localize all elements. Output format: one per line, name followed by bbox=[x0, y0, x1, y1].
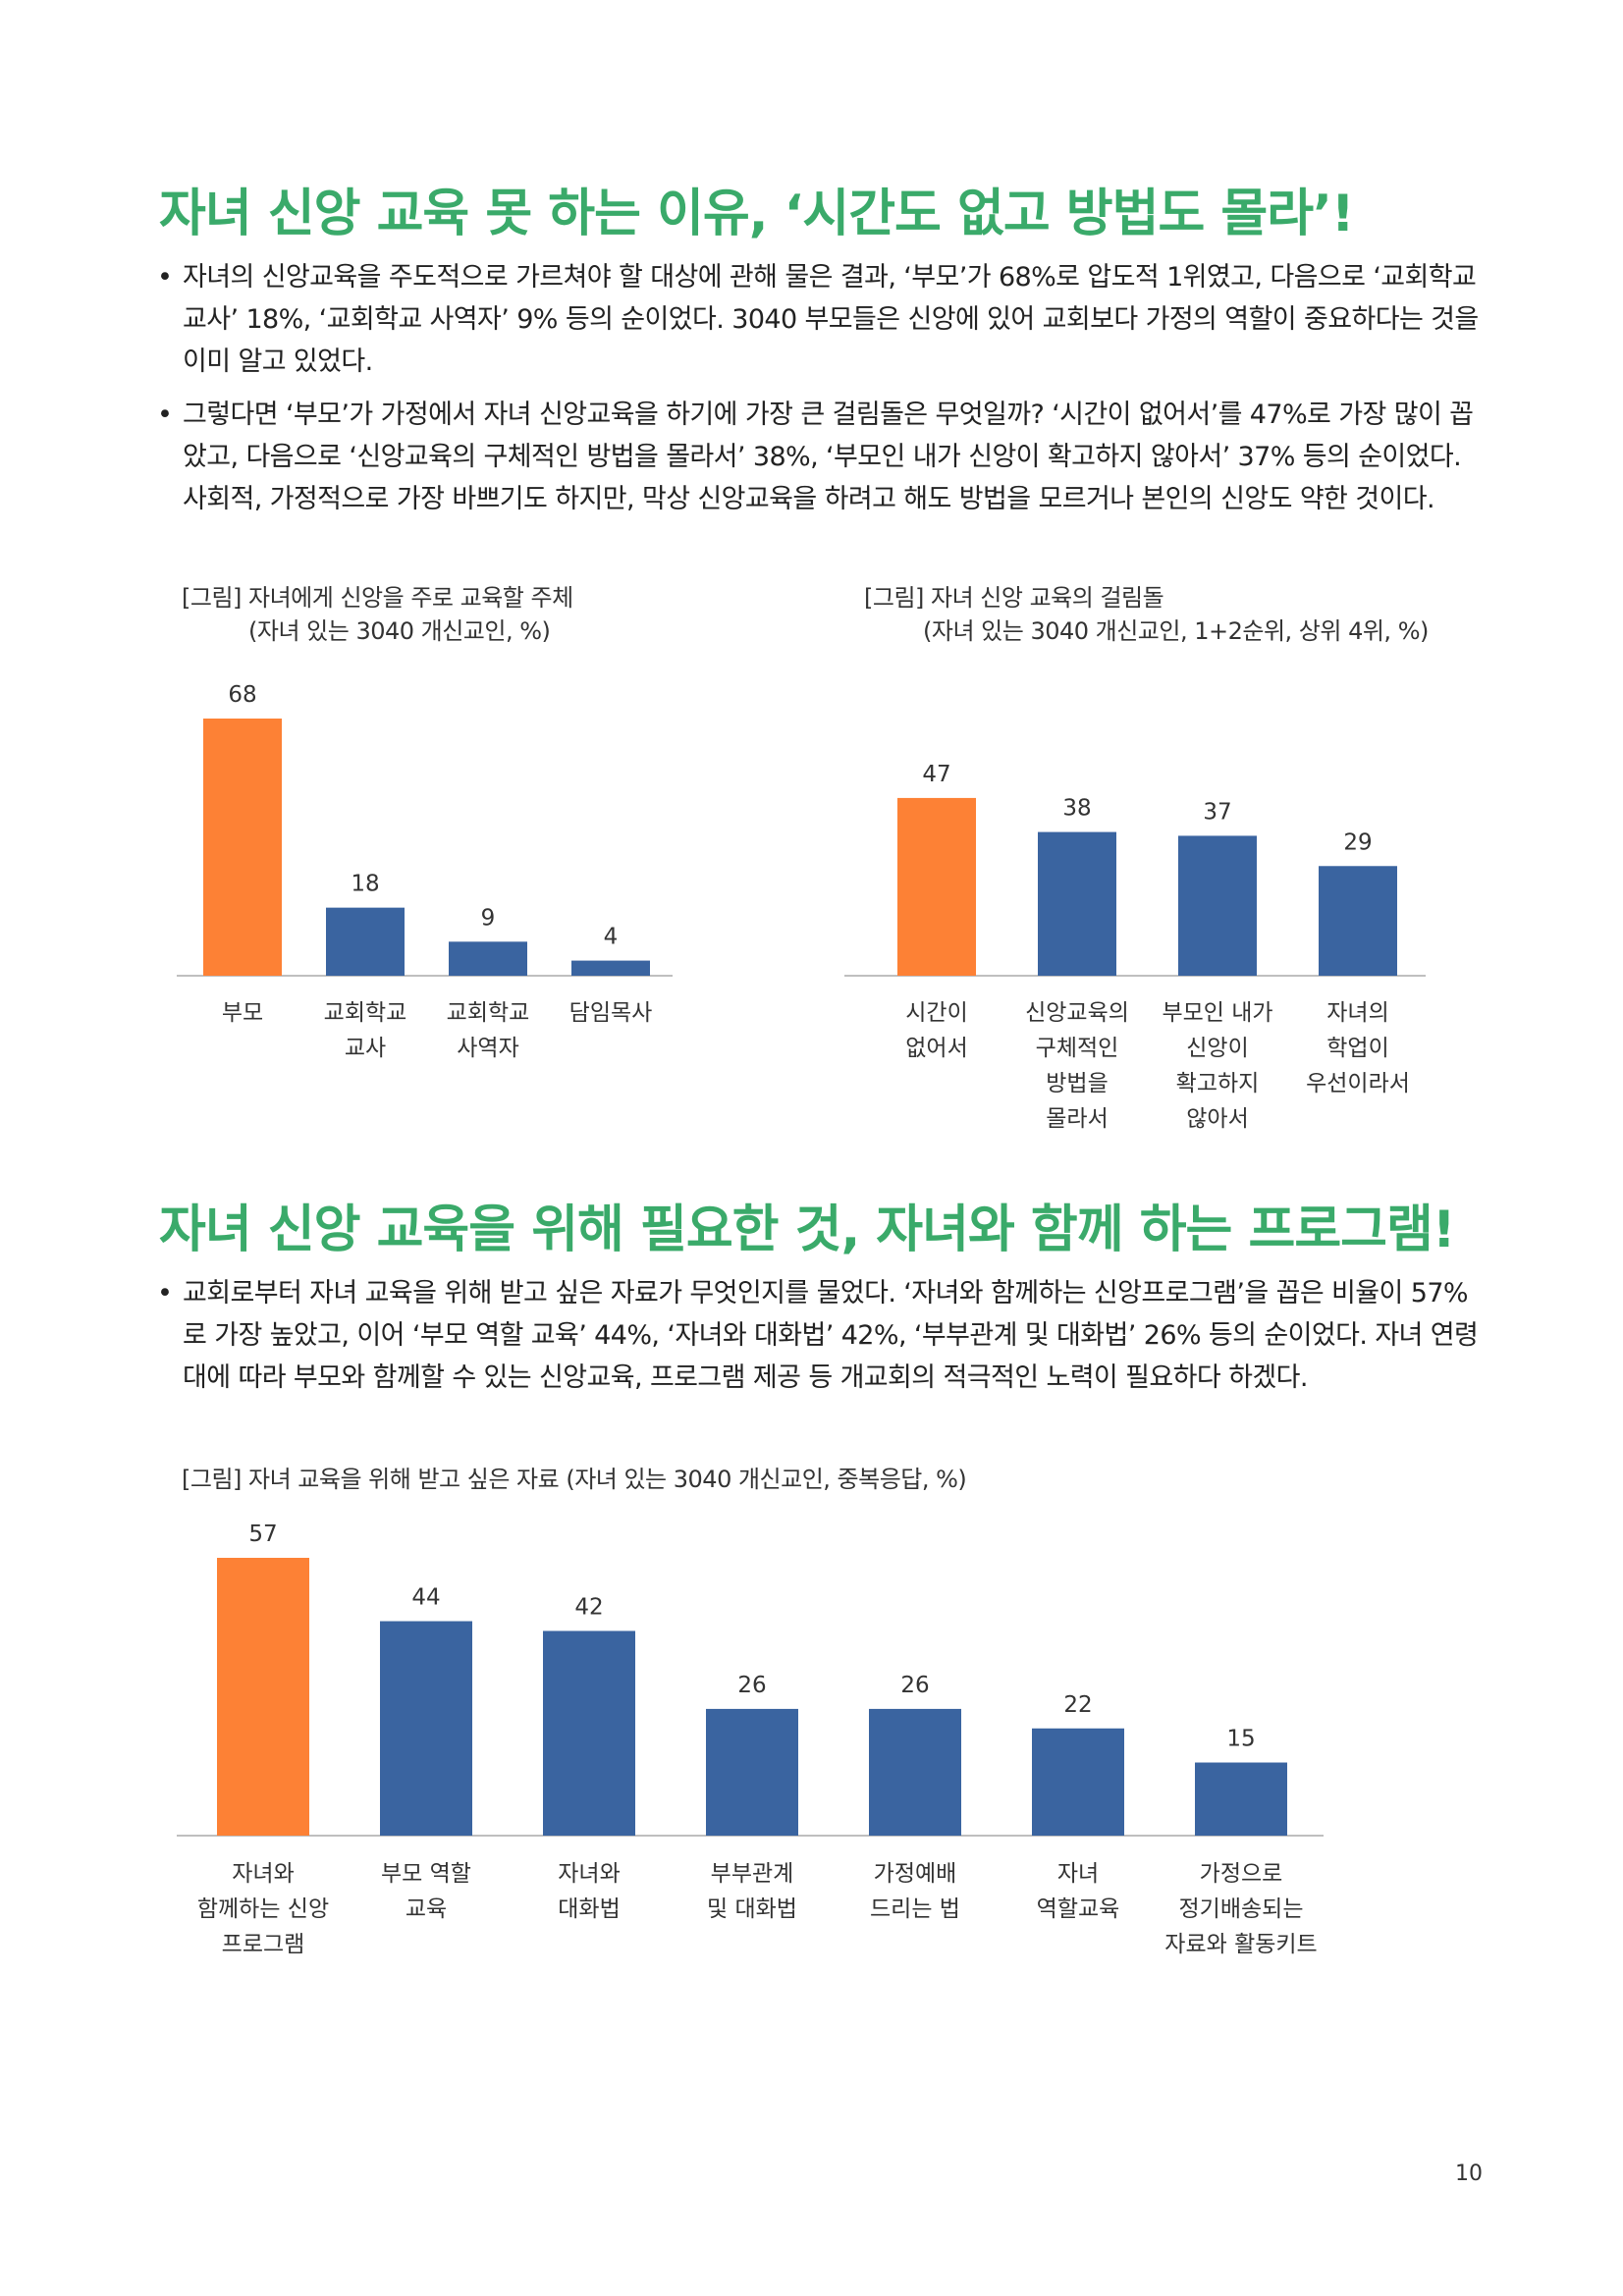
data-label: 9 bbox=[481, 905, 496, 931]
page-number: 10 bbox=[1455, 2162, 1483, 2186]
bar bbox=[1178, 835, 1257, 976]
chart3-title: [그림] 자녀 교육을 위해 받고 싶은 자료 (자녀 있는 3040 개신교인… bbox=[182, 1466, 967, 1493]
bar bbox=[326, 907, 405, 976]
category-label: 교회학교 교사 bbox=[324, 1000, 407, 1061]
data-label: 44 bbox=[411, 1585, 440, 1611]
bar bbox=[543, 1630, 635, 1836]
bar bbox=[1032, 1728, 1124, 1836]
section1-bullet-2: 그렇다면 ‘부모’가 가정에서 자녀 신앙교육을 하기에 가장 큰 걸림돌은 무… bbox=[157, 394, 1483, 520]
category-label: 가정예배 드리는 법 bbox=[870, 1861, 960, 1922]
chart1-caption: [그림] 자녀에게 신앙을 주로 교육할 주체 (자녀 있는 3040 개신교인… bbox=[182, 581, 573, 648]
chart2-subtitle: (자녀 있는 3040 개신교인, 1+2순위, 상위 4위, %) bbox=[923, 617, 1429, 645]
data-label: 15 bbox=[1226, 1727, 1255, 1752]
section2-heading: 자녀 신앙 교육을 위해 필요한 것, 자녀와 함께 하는 프로그램! bbox=[159, 1201, 1456, 1259]
bar bbox=[380, 1621, 472, 1836]
category-label: 자녀와 함께하는 신앙 프로그램 bbox=[197, 1861, 329, 1957]
category-label: 자녀와 대화법 bbox=[558, 1861, 620, 1922]
category-label: 신앙교육의 구체적인 방법을 몰라서 bbox=[1025, 1000, 1129, 1132]
bar bbox=[1038, 831, 1116, 976]
chart2-title: [그림] 자녀 신앙 교육의 걸림돌 bbox=[864, 584, 1164, 612]
data-label: 47 bbox=[922, 762, 950, 787]
section1-bullet-list: 자녀의 신앙교육을 주도적으로 가르쳐야 할 대상에 관해 물은 결과, ‘부모… bbox=[157, 256, 1483, 531]
data-label: 26 bbox=[900, 1673, 929, 1698]
section2-bullet-list: 교회로부터 자녀 교육을 위해 받고 싶은 자료가 무엇인지를 물었다. ‘자녀… bbox=[157, 1272, 1483, 1410]
section2-bullet-1: 교회로부터 자녀 교육을 위해 받고 싶은 자료가 무엇인지를 물었다. ‘자녀… bbox=[157, 1272, 1483, 1399]
data-label: 4 bbox=[604, 925, 619, 950]
bar bbox=[897, 797, 976, 976]
bar bbox=[1195, 1762, 1287, 1836]
chart1-title: [그림] 자녀에게 신앙을 주로 교육할 주체 bbox=[182, 584, 573, 612]
chart3-plot: 57 자녀와 함께하는 신앙 프로그램 44 부모 역할 교육 42 자녀와 대화법 26 부부관계 및… bbox=[177, 1522, 1324, 1957]
chart1-subtitle: (자녀 있는 3040 개신교인, %) bbox=[248, 617, 551, 645]
data-label: 57 bbox=[248, 1522, 277, 1547]
chart1-plot: 68 부모 18 교회학교 교사 9 교회학교 사역자 4 담임목사 bbox=[177, 682, 673, 1061]
data-label: 68 bbox=[228, 682, 256, 708]
category-label: 담임목사 bbox=[569, 1000, 653, 1026]
data-label: 42 bbox=[574, 1594, 603, 1620]
category-label: 시간이 없어서 bbox=[905, 1000, 967, 1061]
section1-heading: 자녀 신앙 교육 못 하는 이유, ‘시간도 없고 방법도 몰라’! bbox=[159, 185, 1355, 243]
data-label: 26 bbox=[737, 1673, 766, 1698]
data-label: 18 bbox=[351, 872, 379, 897]
bar bbox=[571, 960, 650, 976]
chart2-plot: 47 시간이 없어서 38 신앙교육의 구체적인 방법을 몰라서 37 부모인 내가 신앙이 확고하지… bbox=[844, 762, 1426, 1132]
category-label: 자녀의 학업이 우선이라서 bbox=[1306, 1000, 1410, 1096]
chart2-caption: [그림] 자녀 신앙 교육의 걸림돌 (자녀 있는 3040 개신교인, 1+2… bbox=[864, 581, 1429, 648]
bar bbox=[449, 941, 527, 976]
bar bbox=[203, 719, 282, 976]
category-label: 부모인 내가 신앙이 확고하지 않아서 bbox=[1162, 1000, 1272, 1132]
data-label: 29 bbox=[1343, 829, 1372, 855]
section1-bullet-1: 자녀의 신앙교육을 주도적으로 가르쳐야 할 대상에 관해 물은 결과, ‘부모… bbox=[157, 256, 1483, 383]
bar bbox=[869, 1708, 961, 1836]
category-label: 가정으로 정기배송되는 자료와 활동키트 bbox=[1164, 1861, 1317, 1957]
category-label: 부모 역할 교육 bbox=[381, 1861, 471, 1922]
data-label: 38 bbox=[1062, 796, 1091, 822]
bar bbox=[1319, 866, 1397, 976]
bar bbox=[706, 1708, 798, 1836]
data-label: 22 bbox=[1063, 1692, 1092, 1718]
bar bbox=[217, 1558, 309, 1836]
chart3-caption: [그림] 자녀 교육을 위해 받고 싶은 자료 (자녀 있는 3040 개신교인… bbox=[182, 1463, 967, 1496]
category-label: 교회학교 사역자 bbox=[447, 1000, 530, 1061]
data-label: 37 bbox=[1203, 799, 1231, 825]
category-label: 부모 bbox=[222, 1000, 263, 1026]
category-label: 부부관계 및 대화법 bbox=[707, 1861, 797, 1922]
category-label: 자녀 역할교육 bbox=[1037, 1861, 1120, 1922]
